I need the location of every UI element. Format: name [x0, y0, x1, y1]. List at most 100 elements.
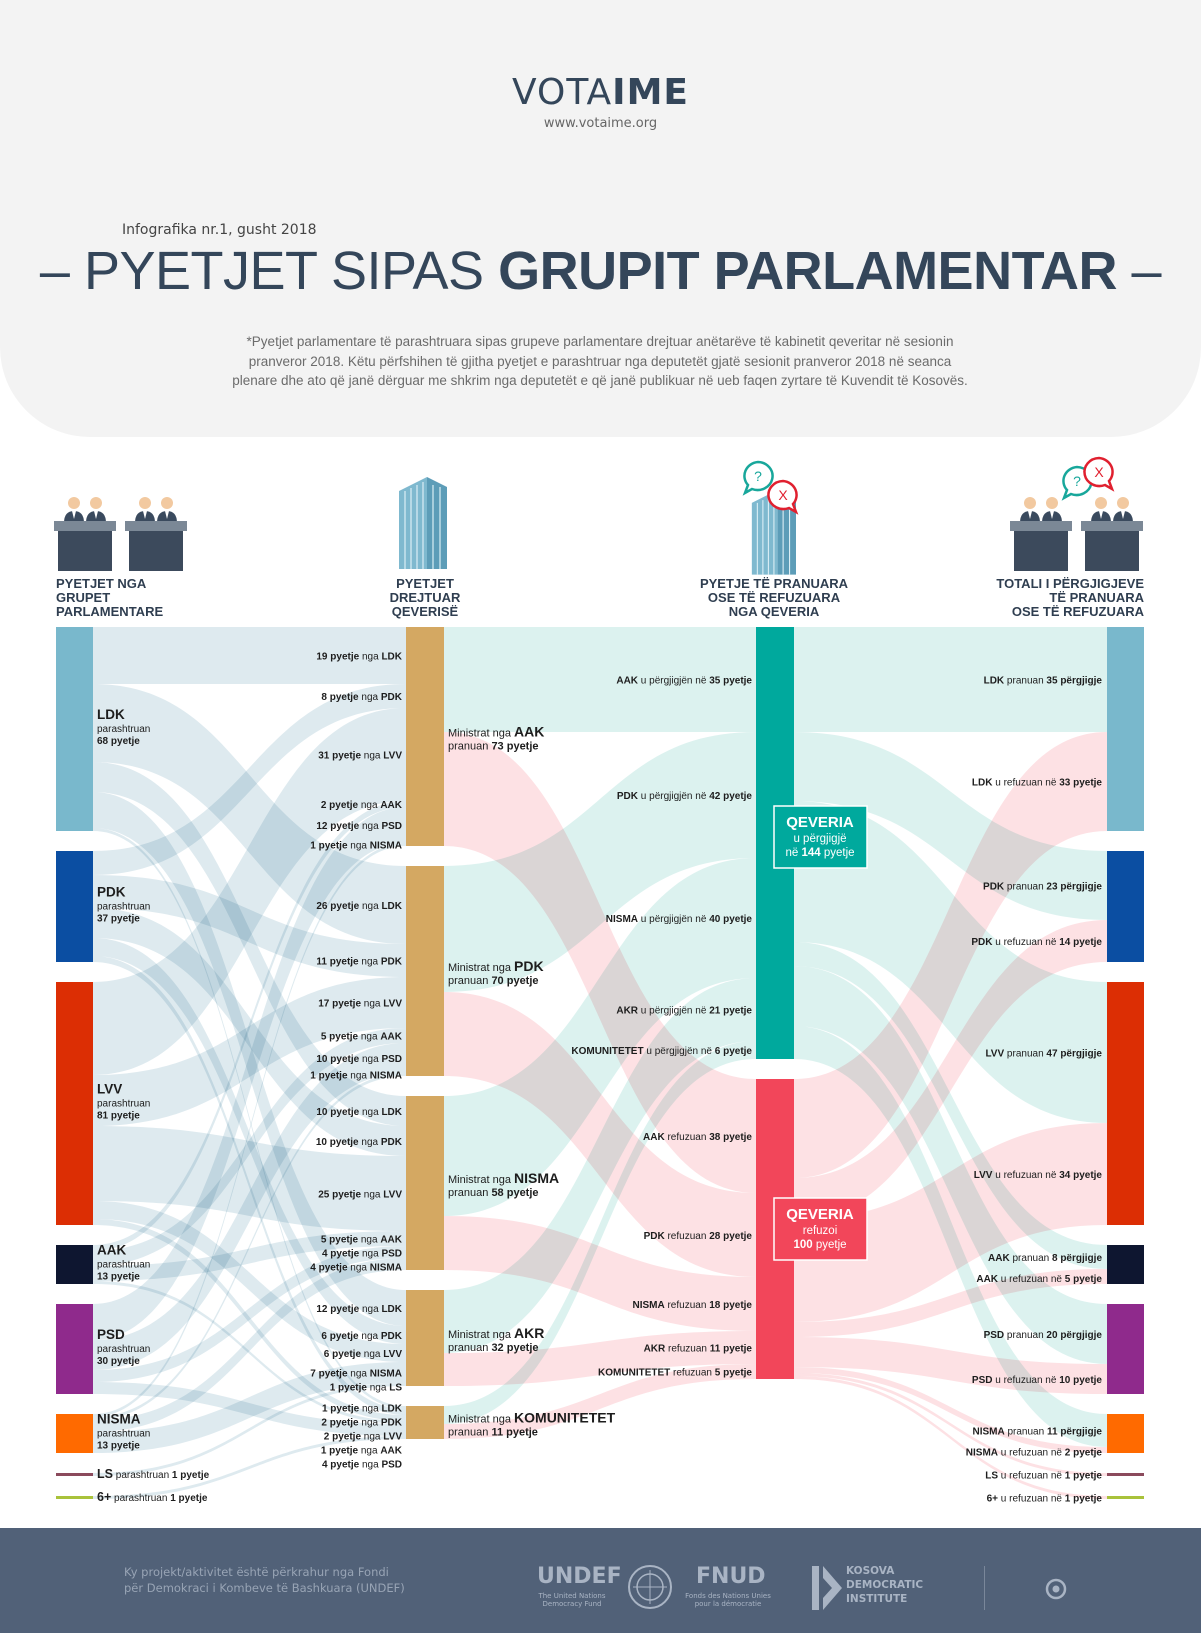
- title-dash: –: [1117, 241, 1162, 301]
- ministry-node-komunitetet[interactable]: [406, 1406, 444, 1439]
- accepted-by-ministry-label: PDK u përgjigjën në 42 pyetje: [617, 791, 753, 802]
- group-label-ls: LS parashtruan 1 pyetje: [97, 1467, 210, 1481]
- group-count-label: 30 pyetje: [97, 1356, 140, 1367]
- flow-refused: [444, 1364, 756, 1439]
- group-label-6plus: 6+ parashtruan 1 pyetje: [97, 1490, 208, 1504]
- group-node-ldk[interactable]: [56, 627, 93, 831]
- credit-line: Ky projekt/aktivitet është përkrahur nga…: [124, 1565, 389, 1579]
- group-node-6plus[interactable]: [56, 1496, 93, 1499]
- group-sub-label: parashtruan: [97, 1429, 150, 1440]
- ministry-name-label: Ministrat nga AAK: [448, 724, 544, 740]
- votaime-emblem-icon: [1045, 1578, 1067, 1600]
- group-count-label: 13 pyetje: [97, 1272, 140, 1283]
- fnud-sub-line: Fonds des Nations Unies: [685, 1592, 771, 1600]
- refused-by-ministry-label: AKR refuzuan 11 pyetje: [644, 1344, 753, 1355]
- footer: Ky projekt/aktivitet është përkrahur nga…: [0, 1528, 1201, 1633]
- group-node-ls[interactable]: [56, 1473, 93, 1476]
- group-name-label: AAK: [97, 1243, 126, 1258]
- group-node-lvv[interactable]: [56, 982, 93, 1225]
- total-node-psd[interactable]: [1107, 1304, 1144, 1394]
- flow-group-to-ministry: [93, 1436, 406, 1499]
- ministry-inflow-label: 10 pyetje nga PSD: [316, 1054, 402, 1065]
- ministry-count-label: pranuan 11 pyetje: [448, 1427, 538, 1439]
- total-node-ls[interactable]: [1107, 1473, 1144, 1476]
- total-node-ldk[interactable]: [1107, 627, 1144, 831]
- group-name-label: LVV: [97, 1082, 122, 1097]
- ministry-inflow-label: 10 pyetje nga PDK: [316, 1137, 403, 1148]
- ministry-node-aak[interactable]: [406, 627, 444, 846]
- total-refused-label: LS u refuzuan në 1 pyetje: [985, 1471, 1102, 1482]
- total-node-pdk[interactable]: [1107, 851, 1144, 962]
- ministry-node-akr[interactable]: [406, 1290, 444, 1386]
- flow-group-to-ministry: [93, 828, 406, 1409]
- column-header-parliamentary-groups: PYETJET NGA GRUPET PARLAMENTARE: [56, 577, 163, 619]
- ministry-inflow-label: 5 pyetje nga AAK: [321, 1235, 403, 1246]
- flow-group-to-ministry: [93, 762, 406, 1126]
- note-line: pranveror 2018. Këtu përfshihen të gjith…: [248, 353, 952, 369]
- group-node-pdk[interactable]: [56, 851, 93, 962]
- ministry-node-pdk[interactable]: [406, 866, 444, 1076]
- flow-refused: [444, 1331, 756, 1386]
- group-sub-label: parashtruan: [97, 724, 150, 735]
- header-line: PYETJET NGA: [56, 576, 147, 591]
- total-node-nisma[interactable]: [1107, 1414, 1144, 1453]
- government-box-line: u përgjigjë: [793, 833, 846, 845]
- flow-group-to-ministry: [93, 875, 406, 977]
- flow-accepted: [794, 627, 1107, 732]
- ministry-inflow-label: 2 pyetje nga LVV: [324, 1432, 403, 1443]
- kdi-line: INSTITUTE: [846, 1593, 908, 1605]
- flow-group-to-ministry: [93, 1073, 406, 1420]
- note-line: plenare dhe ato që janë dërguar me shkri…: [232, 373, 968, 388]
- footer-credit: Ky projekt/aktivitet është përkrahur nga…: [124, 1564, 405, 1596]
- total-refused-label: PSD u refuzuan në 10 pyetje: [972, 1375, 1103, 1386]
- ministry-inflow-label: 10 pyetje nga LDK: [316, 1107, 402, 1118]
- header-line: TË PRANUARA: [1049, 590, 1144, 605]
- flow-accepted: [444, 1041, 756, 1424]
- group-node-nisma[interactable]: [56, 1414, 93, 1453]
- group-node-psd[interactable]: [56, 1304, 93, 1394]
- flow-group-to-ministry: [93, 843, 406, 1417]
- ministry-count-label: pranuan 70 pyetje: [448, 975, 539, 987]
- ministry-inflow-label: 4 pyetje nga PSD: [322, 1249, 402, 1260]
- flow-group-to-ministry: [93, 684, 406, 944]
- group-node-aak[interactable]: [56, 1245, 93, 1284]
- kdi-line: DEMOCRATIC: [846, 1579, 924, 1591]
- ministry-name-label: Ministrat nga PDK: [448, 958, 544, 974]
- ministry-name-label: Ministrat nga AKR: [448, 1325, 544, 1341]
- ministry-inflow-label: 6 pyetje nga PDK: [321, 1331, 402, 1342]
- flow-accepted: [794, 942, 1107, 1269]
- header-line: GRUPET: [56, 590, 111, 605]
- group-count-label: 81 pyetje: [97, 1111, 140, 1122]
- group-sub-label: parashtruan: [97, 1099, 150, 1110]
- total-node-lvv[interactable]: [1107, 982, 1144, 1225]
- flow-group-to-ministry: [93, 1201, 406, 1362]
- ministry-inflow-label: 1 pyetje nga AAK: [321, 1446, 403, 1457]
- flow-group-to-ministry: [93, 1246, 406, 1382]
- total-refused-label: LVV u refuzuan në 34 pyetje: [974, 1170, 1103, 1181]
- ministry-inflow-label: 2 pyetje nga PDK: [321, 1418, 402, 1429]
- flow-group-to-ministry: [93, 1383, 406, 1476]
- column-header-to-government: PYETJET DREJTUAR QEVERISË: [325, 577, 525, 619]
- total-node-6plus[interactable]: [1107, 1496, 1144, 1499]
- government-box-count: 100 pyetje: [793, 1239, 846, 1251]
- total-node-aak[interactable]: [1107, 1245, 1144, 1284]
- ministry-inflow-label: 8 pyetje nga PDK: [321, 692, 402, 703]
- accepted-by-ministry-label: NISMA u përgjigjën në 40 pyetje: [606, 914, 753, 925]
- header-line: OSE TË REFUZUARA: [1011, 604, 1144, 619]
- flow-accepted: [444, 627, 756, 732]
- flows: [93, 627, 1107, 1499]
- government-box-count: në 144 pyetje: [785, 847, 854, 859]
- total-refused-label: NISMA u refuzuan në 2 pyetje: [966, 1448, 1103, 1459]
- ministry-inflow-label: 1 pyetje nga LDK: [322, 1404, 403, 1415]
- group-count-label: 13 pyetje: [97, 1441, 140, 1452]
- website-url[interactable]: www.votaime.org: [543, 116, 658, 131]
- accepted-by-ministry-label: AAK u përgjigjën në 35 pyetje: [616, 676, 752, 687]
- ministry-inflow-label: 6 pyetje nga LVV: [324, 1349, 403, 1360]
- flow-group-to-ministry: [93, 938, 406, 1344]
- ministry-count-label: pranuan 73 pyetje: [448, 741, 539, 753]
- fnud-subtitle: Fonds des Nations Unies pour la démocrati…: [678, 1592, 778, 1608]
- note-line: *Pyetjet parlamentare të parashtruara si…: [246, 334, 954, 349]
- flow-group-to-ministry: [93, 627, 406, 684]
- government-box-title: QEVERIA: [786, 1206, 854, 1223]
- ministry-node-nisma[interactable]: [406, 1096, 444, 1270]
